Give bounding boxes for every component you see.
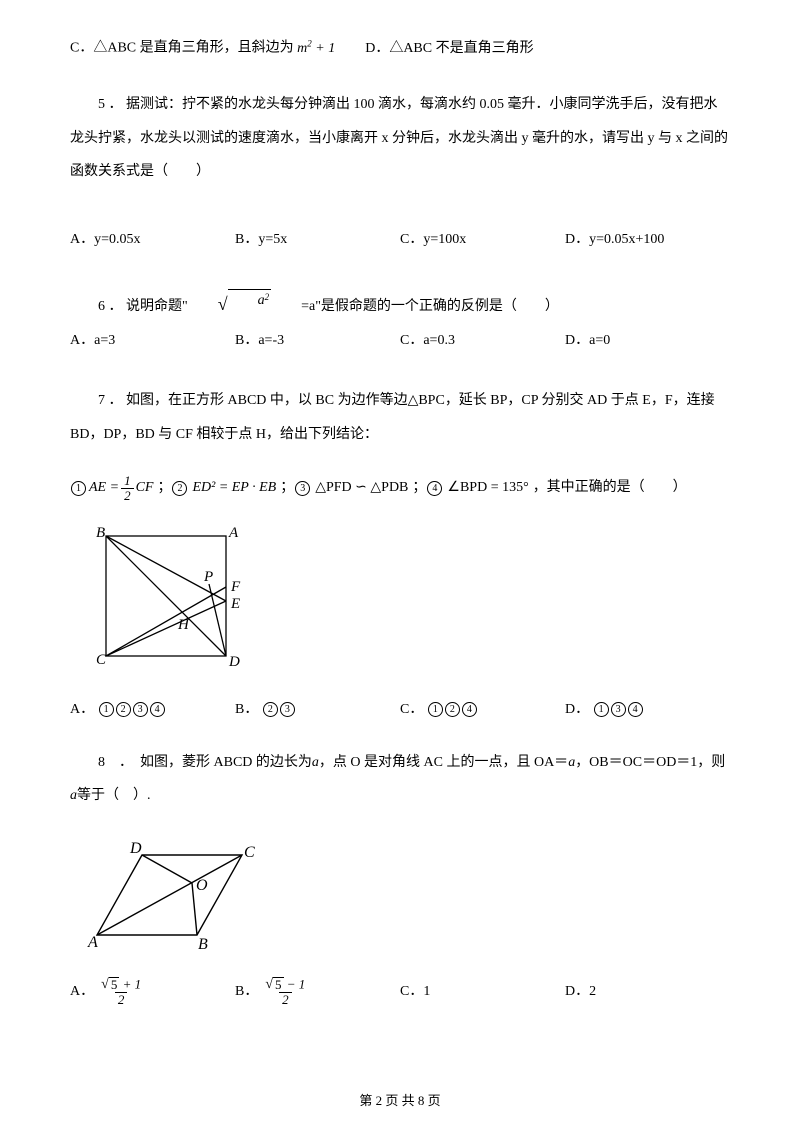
svg-text:A: A	[228, 525, 239, 541]
q-prev-options: C．△ABC 是直角三角形，且斜边为 m2 + 1 D．△ABC 不是直角三角形	[70, 36, 730, 60]
opt-c: C．△ABC 是直角三角形，且斜边为 m2 + 1	[70, 36, 335, 60]
q6-c: C．a=0.3	[400, 330, 565, 352]
q8-figure: A B C D O	[82, 835, 730, 955]
q8-d: D．2	[565, 981, 730, 1003]
q7-conclusions: 1 AE = 12 CF ； 2 ED² = EP · EB ； 3 △PFD …	[70, 474, 730, 504]
svg-text:F: F	[230, 579, 241, 595]
circ-2: 2	[172, 481, 187, 496]
q7-d: D． 134	[565, 699, 730, 721]
q8-a: A． √5 + 1 2	[70, 977, 235, 1008]
q7-a: A． 1234	[70, 699, 235, 721]
q7-figure: B A C D P F E H	[86, 521, 730, 681]
q8-options: A． √5 + 1 2 B． √5 − 1 2 C．1 D．2	[70, 977, 730, 1008]
circ-1: 1	[71, 481, 86, 496]
q7-b: B． 23	[235, 699, 400, 721]
svg-text:P: P	[203, 569, 213, 585]
q5-a: A．y=0.05x	[70, 229, 235, 251]
q7-c: C． 124	[400, 699, 565, 721]
q7-stem: 7 ． 如图，在正方形 ABCD 中，以 BC 为边作等边△BPC，延长 BP，…	[70, 384, 730, 451]
circ-3: 3	[295, 481, 310, 496]
q5-stem: 5 ． 据测试：拧不紧的水龙头每分钟滴出 100 滴水，每滴水约 0.05 毫升…	[70, 88, 730, 189]
q6-b: B．a=-3	[235, 330, 400, 352]
q6-options: A．a=3 B．a=-3 C．a=0.3 D．a=0	[70, 330, 730, 352]
q5-b: B．y=5x	[235, 229, 400, 251]
q6-a: A．a=3	[70, 330, 235, 352]
q8-stem: 8 ． 如图，菱形 ABCD 的边长为a，点 O 是对角线 AC 上的一点，且 …	[70, 746, 730, 813]
sqrt-a-squared: √a2	[190, 289, 271, 312]
circ-4: 4	[427, 481, 442, 496]
page-footer: 第 2 页 共 8 页	[0, 1091, 800, 1112]
svg-text:E: E	[230, 596, 240, 612]
q7-options: A． 1234 B． 23 C． 124 D． 134	[70, 699, 730, 721]
q6-d: D．a=0	[565, 330, 730, 352]
svg-text:O: O	[196, 877, 208, 894]
svg-text:B: B	[198, 936, 208, 953]
q8-c: C．1	[400, 981, 565, 1003]
svg-text:B: B	[96, 525, 105, 541]
svg-text:C: C	[96, 652, 107, 668]
q5-options: A．y=0.05x B．y=5x C．y=100x D．y=0.05x+100	[70, 211, 730, 251]
svg-text:D: D	[228, 654, 240, 670]
svg-text:H: H	[177, 617, 190, 633]
q5-d: D．y=0.05x+100	[565, 211, 730, 251]
q8-b: B． √5 − 1 2	[235, 977, 400, 1008]
svg-text:A: A	[87, 934, 98, 951]
opt-d: D．△ABC 不是直角三角形	[365, 38, 533, 60]
svg-text:C: C	[244, 844, 255, 861]
svg-text:D: D	[129, 840, 142, 857]
q6-stem: 6 ． 说明命题" √a2 =a"是假命题的一个正确的反例是（ ）	[70, 289, 730, 318]
q5-c: C．y=100x	[400, 229, 565, 251]
